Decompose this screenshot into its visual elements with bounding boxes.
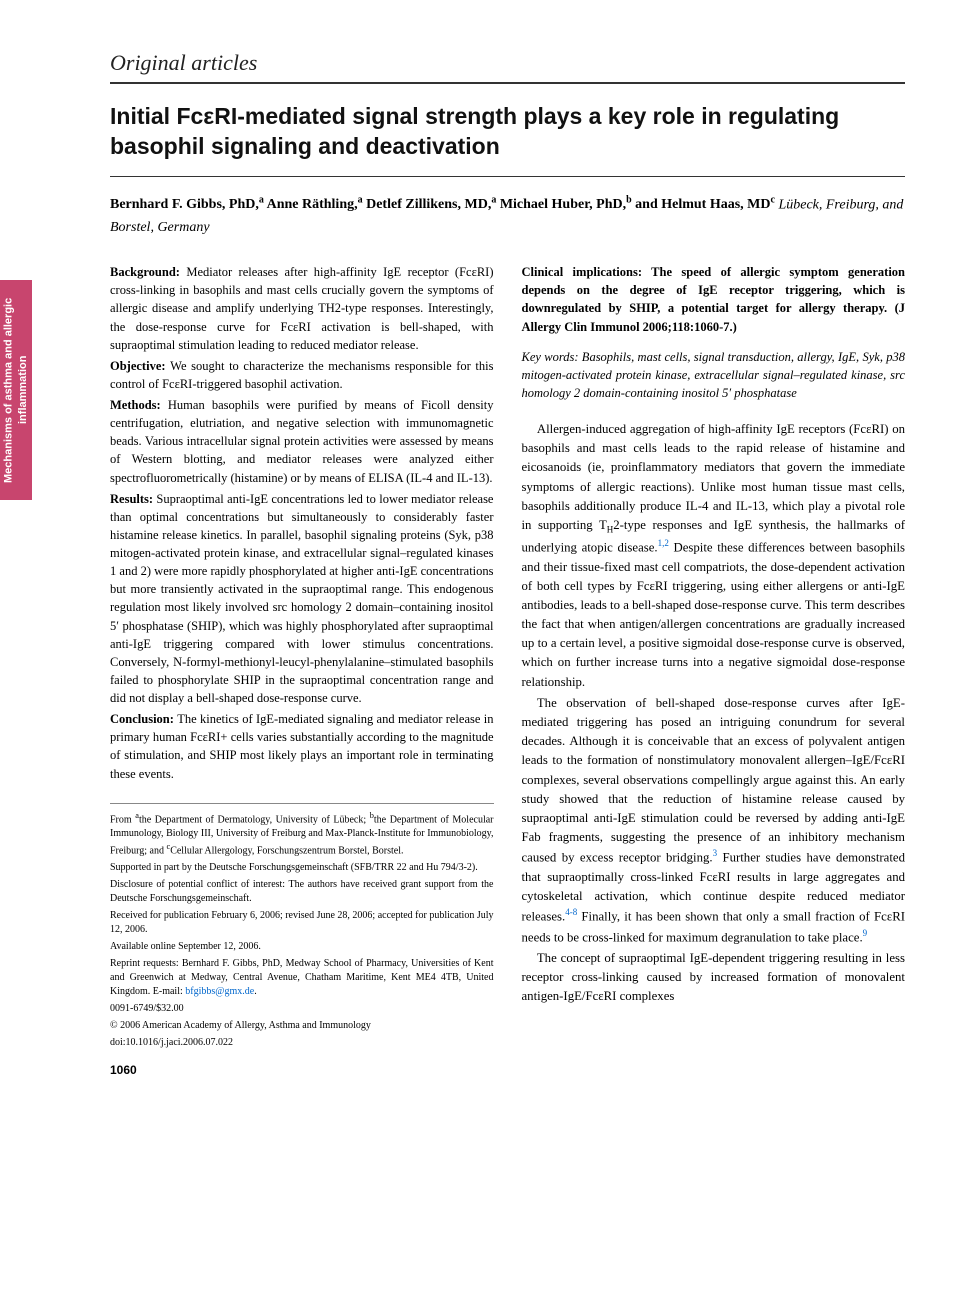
abstract-results-text: Supraoptimal anti-IgE concentrations led… <box>110 492 494 705</box>
header-rule-top <box>110 82 905 84</box>
body-paragraph-3: The concept of supraoptimal IgE-dependen… <box>522 949 906 1007</box>
corresponding-email-link[interactable]: bfgibbs@gmx.de <box>185 986 254 997</box>
authors-block: Bernhard F. Gibbs, PhD,a Anne Räthling,a… <box>110 193 905 239</box>
citation-3[interactable]: 3 <box>713 848 718 858</box>
footnotes-block: From athe Department of Dermatology, Uni… <box>110 803 494 1051</box>
left-column: Background: Mediator releases after high… <box>110 263 494 1080</box>
abstract-background: Background: Mediator releases after high… <box>110 263 494 354</box>
citation-9[interactable]: 9 <box>863 928 868 938</box>
keywords: Key words: Basophils, mast cells, signal… <box>522 348 906 402</box>
footnote-issn: 0091-6749/$32.00 <box>110 1002 494 1016</box>
footnote-disclosure: Disclosure of potential conflict of inte… <box>110 878 494 906</box>
footnote-supported: Supported in part by the Deutsche Forsch… <box>110 861 494 875</box>
citation-1-2[interactable]: 1,2 <box>658 538 669 548</box>
section-header: Original articles <box>110 50 905 76</box>
abstract-results: Results: Supraoptimal anti-IgE concentra… <box>110 490 494 708</box>
title-rule-bottom <box>110 176 905 177</box>
footnote-reprint: Reprint requests: Bernhard F. Gibbs, PhD… <box>110 957 494 999</box>
two-column-layout: Background: Mediator releases after high… <box>110 263 905 1080</box>
journal-page: Mechanisms of asthma and allergic inflam… <box>0 0 975 1120</box>
abstract-methods-text: Human basophils were purified by means o… <box>110 398 494 485</box>
page-number: 1060 <box>110 1062 494 1079</box>
body-paragraph-2: The observation of bell-shaped dose-resp… <box>522 694 906 947</box>
footnote-received: Received for publication February 6, 200… <box>110 909 494 937</box>
citation-4-8[interactable]: 4-8 <box>565 907 577 917</box>
footnote-from: From athe Department of Dermatology, Uni… <box>110 810 494 859</box>
footnote-copyright: © 2006 American Academy of Allergy, Asth… <box>110 1019 494 1033</box>
abstract-methods: Methods: Human basophils were purified b… <box>110 396 494 487</box>
section-side-tab: Mechanisms of asthma and allergic inflam… <box>0 280 32 500</box>
body-paragraph-1: Allergen-induced aggregation of high-aff… <box>522 420 906 692</box>
article-title: Initial FcεRI-mediated signal strength p… <box>110 102 905 162</box>
footnote-doi: doi:10.1016/j.jaci.2006.07.022 <box>110 1036 494 1050</box>
footnote-online: Available online September 12, 2006. <box>110 940 494 954</box>
clinical-implications: Clinical implications: The speed of alle… <box>522 263 906 336</box>
right-column: Clinical implications: The speed of alle… <box>522 263 906 1080</box>
abstract-objective: Objective: We sought to characterize the… <box>110 357 494 393</box>
abstract-conclusion: Conclusion: The kinetics of IgE-mediated… <box>110 710 494 783</box>
